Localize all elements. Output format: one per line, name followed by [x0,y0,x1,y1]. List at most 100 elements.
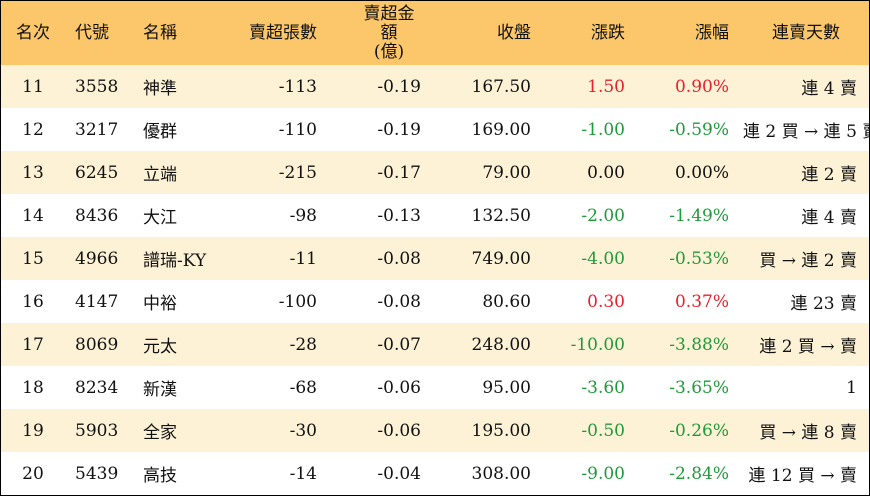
change-cell: -4.00 [581,248,625,269]
header-amount-line1: 賣超金額 [363,3,415,43]
close-cell: 167.50 [471,76,531,97]
header-name: 名稱 [143,22,177,43]
code-cell: 3217 [75,119,119,140]
table-row: 19 5903 全家 -30 -0.06 195.00 -0.50 -0.26% 買 → 連 8… [1,409,869,452]
volume-cell: -110 [278,119,317,140]
amount-cell: -0.17 [377,162,421,183]
code-cell: 5439 [75,463,119,484]
pct-cell: -3.88% [669,334,729,355]
code-cell: 8069 [75,334,119,355]
table-row: 12 3217 優群 -110 -0.19 169.00 -1.00 -0.59% 連 2 買 … [1,108,869,151]
close-cell: 749.00 [471,248,531,269]
rank-cell: 20 [22,463,44,484]
streak-cell: 1 [846,377,857,398]
change-cell: -10.00 [570,334,625,355]
code-cell: 5903 [75,420,119,441]
amount-cell: -0.13 [377,205,421,226]
header-close: 收盤 [497,22,531,43]
table-row: 17 8069 元太 -28 -0.07 248.00 -10.00 -3.88% 連 2 買 … [1,323,869,366]
amount-cell: -0.19 [377,76,421,97]
volume-cell: -14 [289,463,317,484]
name-cell: 新漢 [143,380,177,400]
rank-cell: 17 [22,334,44,355]
pct-cell: 0.90% [674,76,729,97]
name-cell: 元太 [143,337,177,357]
table-body: 11 3558 神準 -113 -0.19 167.50 1.50 0.90% 連 4 賣 12 3… [1,65,869,495]
pct-cell: -0.26% [669,420,729,441]
rank-cell: 11 [22,76,44,97]
amount-cell: -0.19 [377,119,421,140]
table-row: 18 8234 新漢 -68 -0.06 95.00 -3.60 -3.65% 1 [1,366,869,409]
rank-cell: 15 [22,248,44,269]
code-cell: 8436 [75,205,119,226]
change-cell: -0.50 [581,420,625,441]
change-cell: 1.50 [587,76,625,97]
close-cell: 80.60 [482,291,531,312]
close-cell: 169.00 [471,119,531,140]
pct-cell: -0.59% [669,119,729,140]
table-row: 16 4147 中裕 -100 -0.08 80.60 0.30 0.37% 連 23 賣 [1,280,869,323]
change-cell: -9.00 [581,463,625,484]
table-row: 11 3558 神準 -113 -0.19 167.50 1.50 0.90% 連 4 賣 [1,65,869,108]
volume-cell: -113 [278,76,317,97]
change-cell: -3.60 [581,377,625,398]
streak-cell: 買 → 連 2 賣 [759,251,857,271]
streak-cell: 買 → 連 8 賣 [759,423,857,443]
code-cell: 6245 [75,162,119,183]
amount-cell: -0.06 [377,377,421,398]
pct-cell: 0.37% [674,291,729,312]
name-cell: 全家 [143,423,177,443]
table-row: 13 6245 立端 -215 -0.17 79.00 0.00 0.00% 連 2 賣 [1,151,869,194]
header-amount-line2: (億) [373,41,405,62]
amount-cell: -0.07 [377,334,421,355]
header-row: 名次 代號 名稱 賣超張數 賣超金額 (億) 收盤 漲跌 漲幅 連賣天數 [1,1,869,65]
amount-cell: -0.08 [377,248,421,269]
header-amount: 賣超金額 (億) [321,1,441,65]
pct-cell: -0.53% [669,248,729,269]
code-cell: 8234 [75,377,119,398]
amount-cell: -0.06 [377,420,421,441]
name-cell: 立端 [143,165,177,185]
rank-cell: 18 [22,377,44,398]
header-streak: 連賣天數 [772,22,840,43]
table-row: 15 4966 譜瑞-KY -11 -0.08 749.00 -4.00 -0.53% 買 → … [1,237,869,280]
code-cell: 4147 [75,291,119,312]
close-cell: 248.00 [471,334,531,355]
close-cell: 79.00 [482,162,531,183]
volume-cell: -68 [289,377,317,398]
rank-cell: 13 [22,162,44,183]
rank-cell: 14 [22,205,44,226]
rank-cell: 12 [22,119,44,140]
close-cell: 95.00 [482,377,531,398]
name-cell: 中裕 [143,294,177,314]
header-volume: 賣超張數 [249,22,317,43]
rank-cell: 19 [22,420,44,441]
streak-cell: 連 4 賣 [801,79,857,99]
close-cell: 308.00 [471,463,531,484]
volume-cell: -215 [278,162,317,183]
pct-cell: 0.00% [674,162,729,183]
change-cell: 0.00 [587,162,625,183]
streak-cell: 連 4 賣 [801,208,857,228]
header-rank: 名次 [16,22,50,43]
close-cell: 195.00 [471,420,531,441]
pct-cell: -3.65% [669,377,729,398]
header-change: 漲跌 [591,22,625,43]
volume-cell: -28 [289,334,317,355]
name-cell: 譜瑞-KY [143,251,207,271]
code-cell: 3558 [75,76,119,97]
rank-cell: 16 [22,291,44,312]
volume-cell: -100 [278,291,317,312]
amount-cell: -0.08 [377,291,421,312]
streak-cell: 連 23 賣 [790,294,857,314]
table-row: 20 5439 高技 -14 -0.04 308.00 -9.00 -2.84% 連 12 買 … [1,452,869,495]
streak-cell: 連 2 買 → 連 5 賣 [743,122,870,142]
change-cell: -1.00 [581,119,625,140]
pct-cell: -2.84% [669,463,729,484]
change-cell: -2.00 [581,205,625,226]
streak-cell: 連 2 賣 [801,165,857,185]
close-cell: 132.50 [471,205,531,226]
name-cell: 優群 [143,122,177,142]
volume-cell: -98 [289,205,317,226]
